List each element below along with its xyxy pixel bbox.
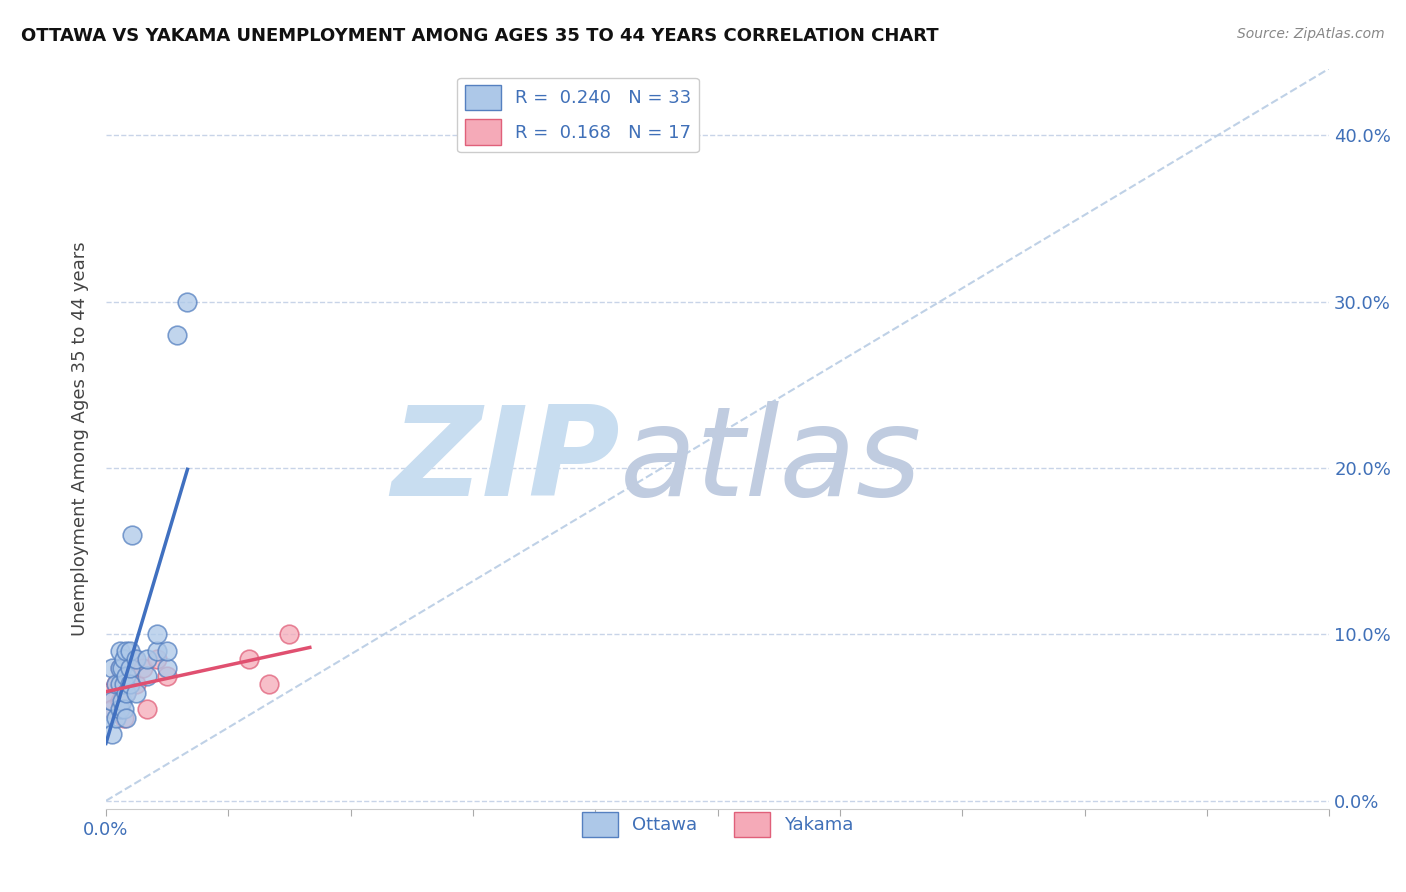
- Point: [111, 661, 134, 675]
- Point: [125, 677, 148, 691]
- Point: [135, 652, 157, 666]
- Point: [156, 669, 179, 683]
- Point: [156, 644, 179, 658]
- Point: [105, 677, 128, 691]
- Point: [146, 652, 169, 666]
- Point: [94, 710, 117, 724]
- Point: [257, 677, 280, 691]
- Point: [101, 702, 124, 716]
- Point: [121, 527, 143, 541]
- Point: [101, 661, 124, 675]
- Point: [112, 652, 135, 666]
- Point: [125, 685, 148, 699]
- Point: [135, 669, 157, 683]
- Point: [176, 294, 198, 309]
- Point: [278, 627, 301, 641]
- Point: [108, 661, 131, 675]
- Point: [135, 702, 157, 716]
- Point: [112, 710, 135, 724]
- Legend: Ottawa, Yakama: Ottawa, Yakama: [575, 805, 860, 845]
- Text: atlas: atlas: [620, 401, 922, 522]
- Point: [124, 652, 146, 666]
- Point: [115, 644, 138, 658]
- Point: [115, 685, 138, 699]
- Y-axis label: Unemployment Among Ages 35 to 44 years: Unemployment Among Ages 35 to 44 years: [72, 242, 89, 636]
- Point: [105, 677, 128, 691]
- Point: [115, 669, 138, 683]
- Point: [108, 702, 131, 716]
- Point: [131, 661, 153, 675]
- Point: [120, 661, 142, 675]
- Point: [120, 644, 142, 658]
- Point: [238, 652, 260, 666]
- Text: ZIP: ZIP: [391, 401, 620, 522]
- Text: OTTAWA VS YAKAMA UNEMPLOYMENT AMONG AGES 35 TO 44 YEARS CORRELATION CHART: OTTAWA VS YAKAMA UNEMPLOYMENT AMONG AGES…: [21, 27, 939, 45]
- Point: [156, 661, 179, 675]
- Point: [108, 644, 131, 658]
- Point: [146, 644, 169, 658]
- Point: [120, 669, 142, 683]
- Point: [108, 694, 131, 708]
- Point: [111, 694, 134, 708]
- Point: [120, 677, 142, 691]
- Point: [105, 710, 128, 724]
- Point: [166, 327, 188, 342]
- Point: [146, 627, 169, 641]
- Point: [94, 685, 117, 699]
- Point: [101, 694, 124, 708]
- Point: [101, 727, 124, 741]
- Point: [115, 685, 138, 699]
- Text: Source: ZipAtlas.com: Source: ZipAtlas.com: [1237, 27, 1385, 41]
- Point: [108, 677, 131, 691]
- Point: [112, 677, 135, 691]
- Point: [115, 710, 138, 724]
- Point: [112, 702, 135, 716]
- Point: [108, 661, 131, 675]
- Point: [125, 652, 148, 666]
